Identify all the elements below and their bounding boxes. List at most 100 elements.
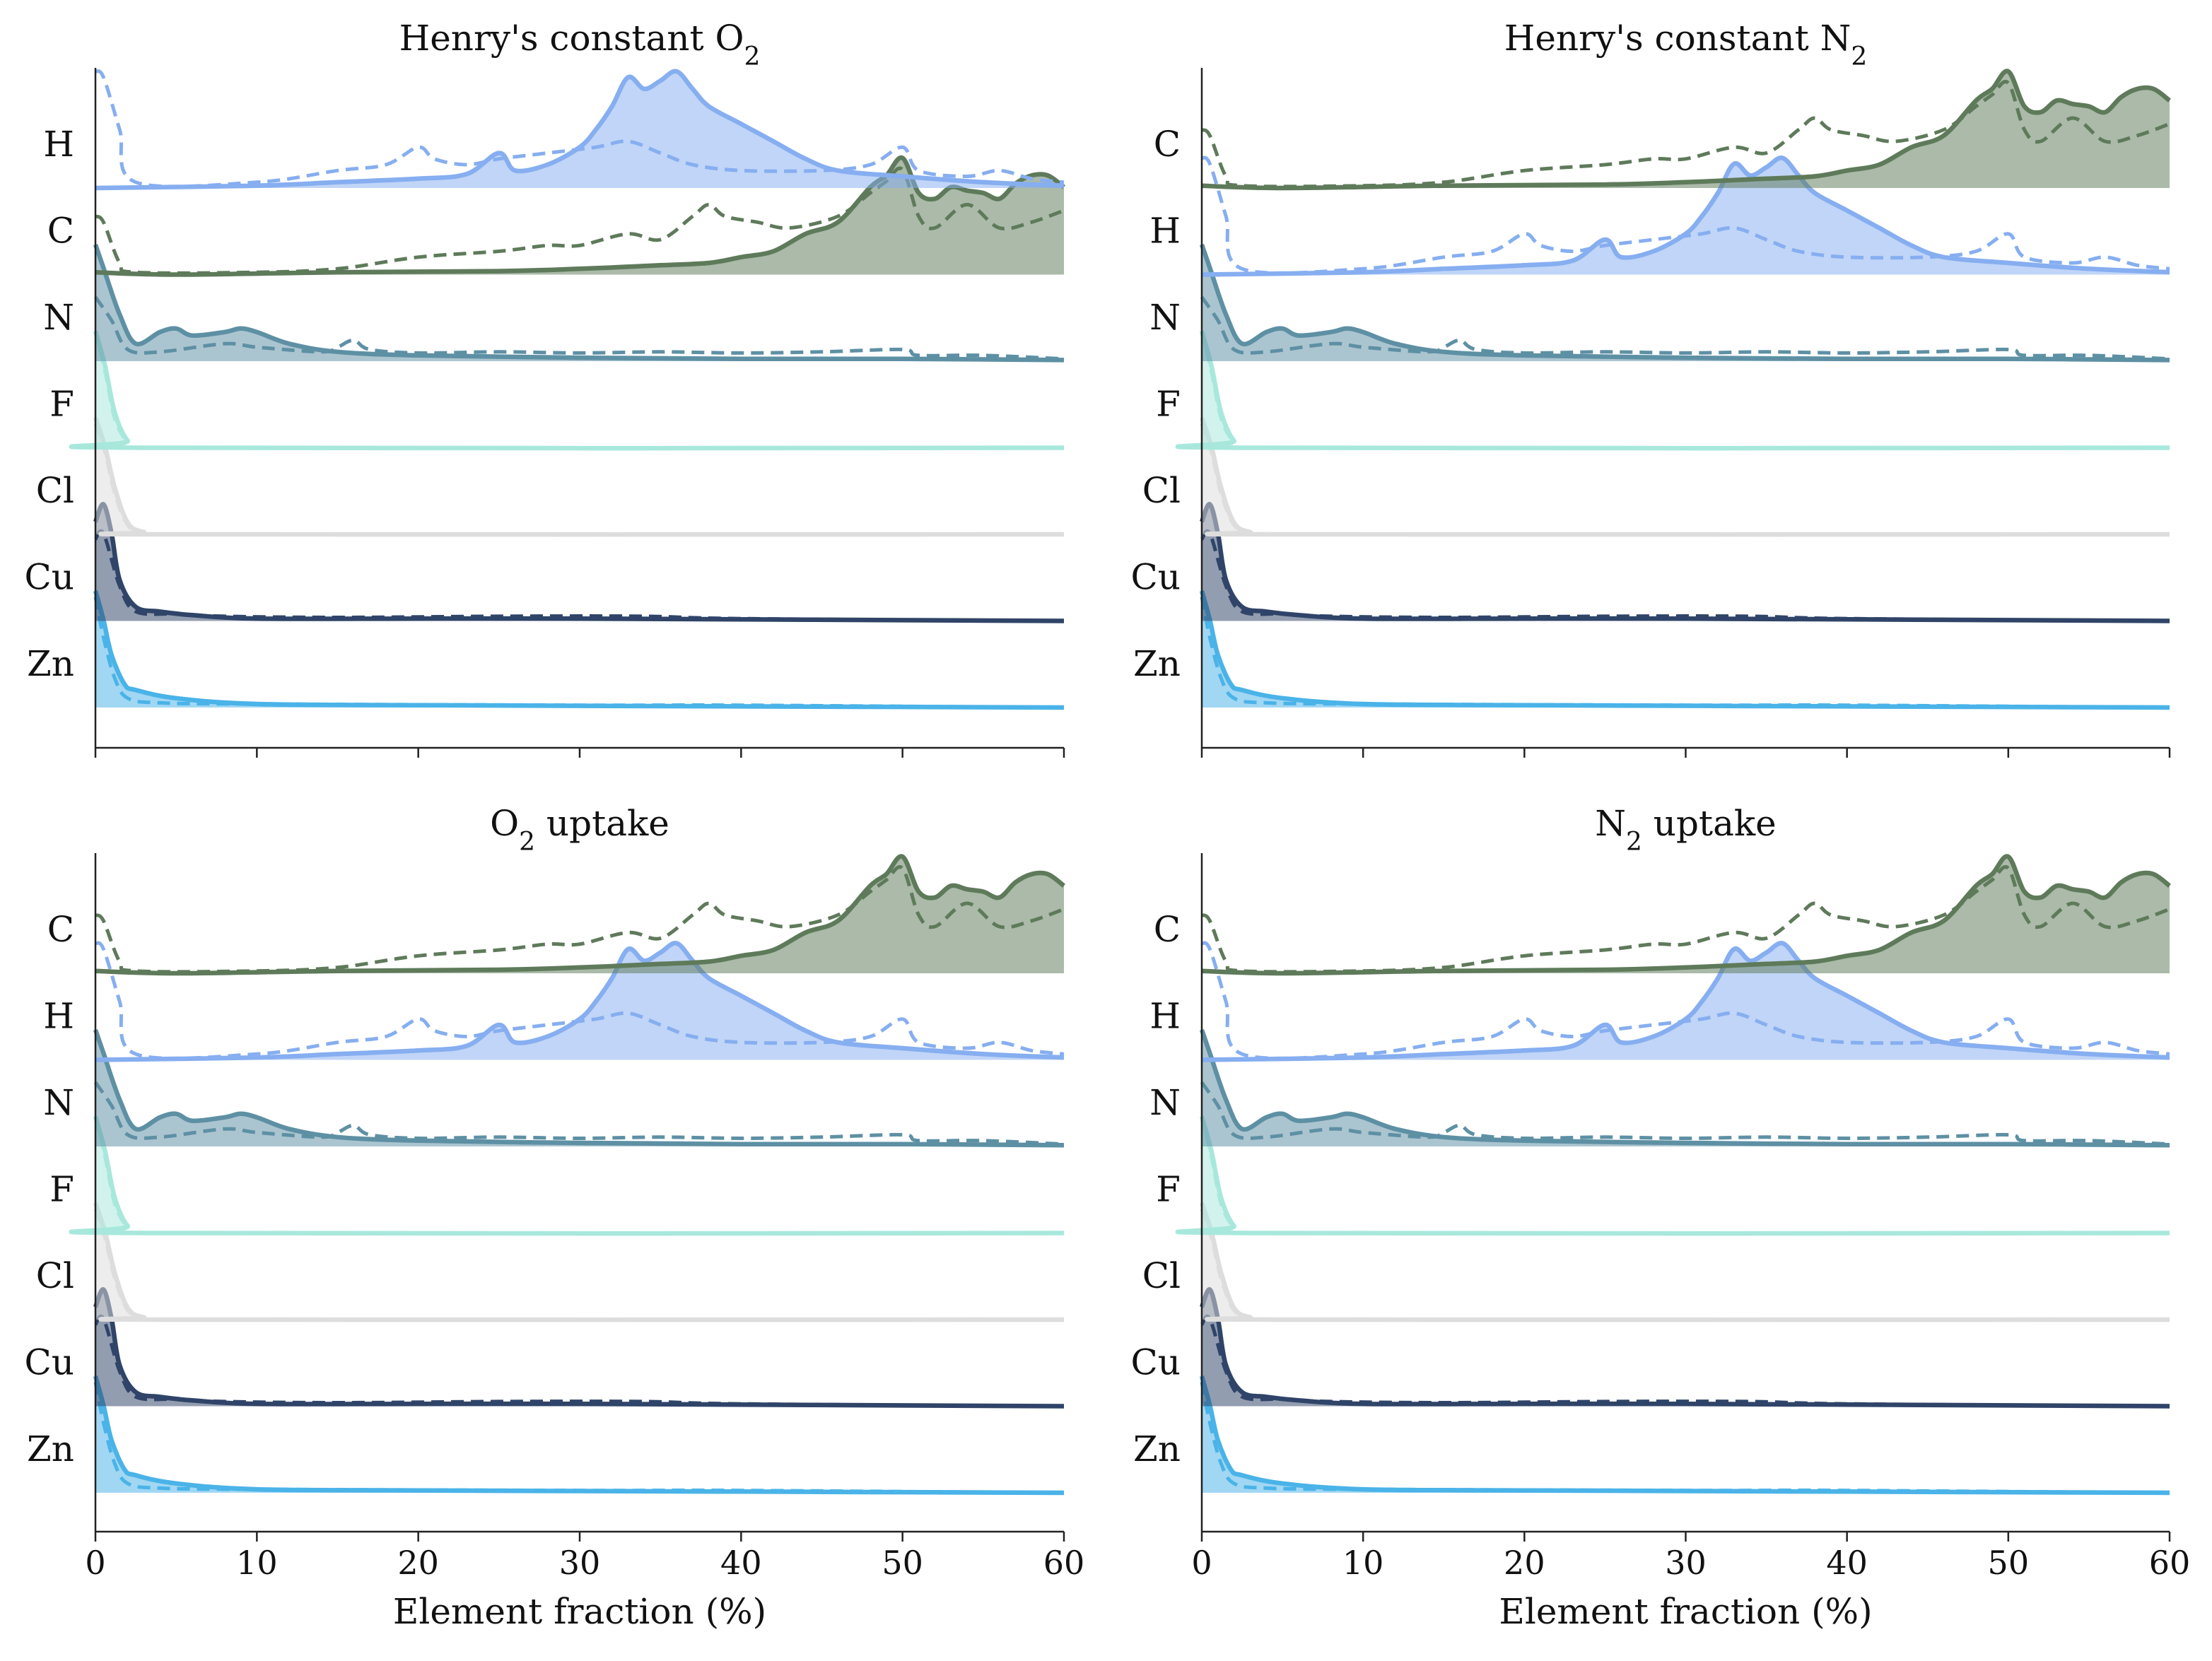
row-label-c: C — [47, 909, 74, 950]
x-tick-label: 20 — [397, 1544, 439, 1582]
ridge-dashed-line-n — [93, 1081, 1065, 1146]
ridge-dashed-line-cl — [1200, 1208, 2170, 1322]
x-axis-label: Element fraction (%) — [393, 1591, 766, 1632]
ridge-c — [1200, 69, 2172, 191]
row-label-cu: Cu — [25, 1342, 74, 1383]
ridge-n — [1199, 243, 2170, 363]
ridge-fill-n — [95, 245, 1064, 361]
ridge-dashed-line-n — [1200, 295, 2170, 361]
ridge-dashed-line-cu — [93, 1314, 1065, 1408]
row-label-f: F — [49, 384, 74, 425]
row-label-n: N — [1149, 1082, 1181, 1123]
x-tick-label: 0 — [1191, 1544, 1212, 1582]
ridge-fill-zn — [95, 591, 1064, 708]
ridge-cl — [1199, 416, 2170, 537]
ridge-solid-line-n — [1199, 243, 2170, 363]
x-tick-label: 60 — [1043, 1544, 1085, 1582]
ridge-solid-line-f — [69, 330, 1065, 451]
ridge-dashed-line-cl — [1200, 423, 2170, 536]
row-label-n: N — [1149, 297, 1181, 338]
ridge-dashed-line-zn — [1200, 596, 2170, 710]
row-label-c: C — [47, 211, 74, 252]
ridge-solid-line-cu — [93, 1287, 1065, 1409]
ridge-zn — [93, 1375, 1065, 1496]
row-label-h: H — [1149, 211, 1181, 252]
ridge-cu — [1199, 1287, 2170, 1409]
ridge-fill-c — [1202, 71, 2170, 189]
ridge-solid-line-h — [1201, 155, 2170, 277]
row-label-zn: Zn — [27, 643, 74, 684]
ridge-solid-line-cu — [93, 502, 1065, 623]
ridge-cu — [1199, 502, 2170, 623]
subplot-title: N2 uptake — [1595, 803, 1777, 857]
x-tick-label: 10 — [236, 1544, 278, 1582]
ridge-cu — [93, 1287, 1065, 1409]
ridge-solid-line-c — [1201, 69, 2172, 191]
ridge-n — [93, 243, 1065, 363]
x-tick-label: 50 — [882, 1544, 923, 1582]
ridge-dashed-line-cl — [93, 423, 1065, 536]
ridge-fill-c — [95, 856, 1064, 973]
row-label-h: H — [1149, 996, 1181, 1037]
subplot-title: O2 uptake — [490, 803, 669, 857]
row-label-zn: Zn — [1133, 643, 1181, 684]
x-tick-label: 40 — [1826, 1544, 1868, 1582]
x-tick-label: 0 — [85, 1544, 105, 1582]
ridge-solid-line-zn — [1199, 1375, 2170, 1496]
ridge-solid-line-zn — [1199, 590, 2170, 710]
subplot-3: O2 uptake Zn Cu Cl F N H C 0 10 20 30 40 50 60 Element … — [25, 803, 1085, 1632]
ridge-fill-cu — [95, 1289, 1064, 1407]
subplot-title: Henry's constant N2 — [1504, 18, 1868, 71]
row-label-zn: Zn — [27, 1428, 74, 1469]
ridge-solid-line-cl — [93, 1202, 1065, 1322]
row-label-h: H — [43, 996, 74, 1037]
ridge-h — [1200, 941, 2170, 1062]
ridge-solid-line-h — [1201, 941, 2170, 1062]
ridge-solid-line-cl — [93, 416, 1065, 537]
ridge-fill-cl — [95, 418, 1064, 535]
ridge-fill-c — [95, 157, 1064, 275]
ridge-zn — [93, 590, 1065, 710]
subplot-title: Henry's constant O2 — [399, 18, 761, 71]
ridge-dashed-line-zn — [93, 596, 1065, 710]
ridge-h — [1200, 155, 2170, 277]
ridge-c — [1200, 854, 2172, 976]
ridge-solid-line-h — [95, 69, 1065, 191]
ridge-fill-cu — [95, 504, 1064, 621]
row-label-f: F — [1156, 384, 1181, 425]
x-axis-label: Element fraction (%) — [1499, 1591, 1872, 1632]
ridge-fill-h — [1202, 158, 2170, 275]
ridge-cl — [1199, 1202, 2170, 1322]
ridge-h — [94, 941, 1065, 1062]
x-tick-label: 10 — [1342, 1544, 1384, 1582]
ridge-dashed-line-n — [1200, 1081, 2170, 1146]
ridge-f — [69, 330, 1065, 451]
ridge-dashed-line-cu — [1200, 1314, 2170, 1408]
ridge-zn — [1199, 590, 2170, 710]
ridge-fill-h — [95, 71, 1064, 188]
row-label-cl: Cl — [1142, 470, 1181, 511]
subplot-2: Henry's constant N2 Zn Cu Cl F N H C — [1131, 18, 2172, 758]
ridge-dashed-line-zn — [1200, 1381, 2170, 1495]
ridge-solid-line-h — [95, 941, 1065, 1062]
ridge-f — [1175, 330, 2170, 451]
ridge-fill-cl — [1202, 418, 2170, 535]
x-tick-label: 20 — [1504, 1544, 1545, 1582]
ridge-fill-cu — [1202, 504, 2170, 621]
x-tick-label: 60 — [2149, 1544, 2191, 1582]
row-label-cl: Cl — [36, 1255, 74, 1296]
ridge-dashed-line-cl — [93, 1208, 1065, 1322]
ridge-solid-line-n — [1199, 1028, 2170, 1148]
row-label-cl: Cl — [36, 470, 74, 511]
row-label-cl: Cl — [1142, 1255, 1181, 1296]
x-tick-label: 30 — [559, 1544, 601, 1582]
ridge-solid-line-n — [93, 1028, 1065, 1148]
ridge-fill-cl — [95, 1203, 1064, 1320]
ridge-solid-line-cu — [1199, 1287, 2170, 1409]
ridge-h — [94, 69, 1065, 191]
row-label-n: N — [43, 297, 74, 338]
ridge-solid-line-f — [1175, 1115, 2170, 1236]
ridge-solid-line-cu — [1199, 502, 2170, 623]
ridge-cu — [93, 502, 1065, 623]
ridge-dashed-line-cu — [1200, 529, 2170, 623]
